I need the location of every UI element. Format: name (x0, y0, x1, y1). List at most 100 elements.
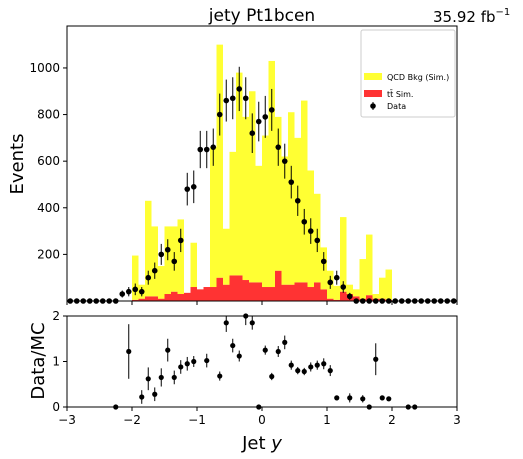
x-tick-label: 1 (323, 413, 331, 427)
ttbar-bar (138, 298, 145, 301)
data-point (138, 288, 145, 295)
legend-frame (360, 29, 456, 118)
qcd-bar (151, 226, 158, 297)
qcd-bar (216, 44, 223, 278)
qcd-bar (281, 156, 288, 285)
ttbar-bar (268, 287, 275, 301)
x-tick-label: −2 (123, 413, 141, 427)
data-point (314, 237, 321, 244)
data-point (145, 274, 152, 281)
data-point (132, 286, 139, 293)
ttbar-bar (216, 277, 223, 301)
ttbar-bar (236, 275, 243, 301)
main-y-ticks: 200 400 600 800 1000 (29, 61, 67, 261)
ratio-point (366, 404, 372, 410)
y-tick-label: 1000 (29, 61, 60, 75)
data-point (223, 97, 230, 104)
y-tick-label: 400 (37, 201, 60, 215)
ratio-point (288, 362, 294, 368)
data-point (236, 86, 243, 92)
y-axis-label-ratio: Data/MC (28, 322, 49, 399)
qcd-bar (340, 217, 347, 292)
ttbar-bar (132, 299, 139, 301)
ratio-point (308, 364, 314, 370)
ratio-point (347, 395, 353, 401)
ttbar-bar (314, 282, 321, 301)
ratio-point (126, 348, 132, 355)
data-point (197, 146, 204, 153)
qcd-bar (385, 269, 392, 300)
ratio-point (269, 373, 275, 380)
legend-label-ttbar: tt̄ Sim. (387, 89, 413, 99)
ratio-y-tick-label: 1 (52, 355, 60, 369)
ratio-point (223, 320, 229, 326)
qcd-bar (229, 151, 236, 276)
data-point (203, 146, 210, 153)
data-point (301, 218, 308, 225)
qcd-bar (359, 259, 366, 299)
ttbar-bar (275, 270, 282, 301)
legend-label-qcd: QCD Bkg (Sim.) (387, 73, 449, 82)
ratio-point (282, 339, 288, 345)
ratio-y-tick-label: 2 (52, 309, 60, 323)
ratio-point (314, 362, 320, 368)
ttbar-bar (158, 298, 165, 301)
y-tick-label: 800 (37, 108, 60, 122)
ttbar-bar (288, 284, 295, 301)
ttbar-bar (333, 299, 340, 301)
data-point (125, 288, 132, 295)
ttbar-bar (327, 298, 334, 301)
ttbar-bar (307, 287, 314, 301)
ratio-point (113, 404, 119, 410)
y-axis-label-events: Events (7, 134, 28, 195)
data-point (255, 118, 262, 125)
qcd-bar (268, 60, 275, 288)
ratio-point (373, 356, 379, 362)
ttbar-bar (164, 294, 171, 301)
qcd-bar (210, 147, 217, 288)
qcd-bar (372, 294, 379, 299)
ttbar-bar (171, 291, 178, 301)
qcd-bar (366, 234, 373, 296)
qcd-bar (190, 242, 197, 288)
ratio-x-ticks: −3 −2 −1 0 1 2 3 (58, 407, 461, 427)
qcd-bar (353, 289, 360, 297)
ratio-point (217, 373, 223, 379)
ratio-point (158, 374, 164, 381)
ratio-y-tick-label: 0 (52, 400, 60, 414)
data-point (171, 258, 178, 265)
data-point (242, 95, 249, 102)
ttbar-bar (340, 291, 347, 301)
ratio-point (249, 320, 255, 326)
ratio-plot-frame (66, 315, 458, 408)
data-point (320, 258, 327, 265)
ratio-point (191, 358, 197, 365)
legend-marker-data (370, 103, 376, 109)
data-point (268, 107, 275, 113)
luminosity-label: 35.92 fb−1 (433, 7, 510, 26)
data-point (216, 111, 223, 118)
main-x-ticks (66, 301, 458, 305)
ttbar-bar (255, 282, 262, 301)
qcd-bar (346, 284, 353, 295)
data-point (184, 186, 191, 192)
qcd-bar (223, 228, 230, 285)
data-point (346, 293, 353, 300)
qcd-bar (379, 277, 386, 299)
ratio-point (145, 376, 151, 382)
legend-swatch-qcd (364, 73, 382, 80)
ratio-point (165, 347, 171, 353)
ttbar-bar (366, 295, 373, 301)
ttbar-bar (151, 296, 158, 301)
data-point (164, 246, 171, 253)
ratio-point (295, 368, 301, 374)
ttbar-bar (223, 284, 230, 301)
ttbar-bar (320, 289, 327, 301)
qcd-bar (177, 219, 184, 295)
x-axis-label: Jet y (241, 433, 282, 454)
ttbar-bar (229, 275, 236, 301)
ttbar-bar (177, 294, 184, 301)
legend-swatch-ttbar (364, 90, 382, 97)
data-point (288, 179, 295, 185)
qcd-bar (262, 135, 269, 288)
